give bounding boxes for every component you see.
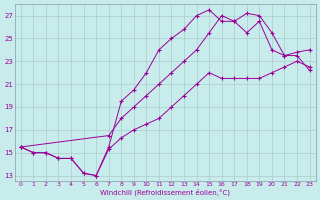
X-axis label: Windchill (Refroidissement éolien,°C): Windchill (Refroidissement éolien,°C)	[100, 188, 230, 196]
